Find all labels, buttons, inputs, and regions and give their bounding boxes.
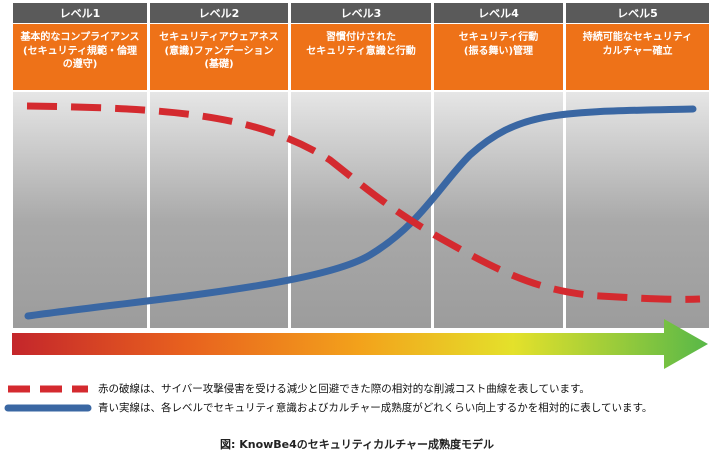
level-1-description: 基本的なコンプライアンス (セキュリティ規範・倫理 の遵守) bbox=[13, 24, 147, 90]
level-5-header: レベル5 bbox=[566, 3, 709, 23]
level-3-header: レベル3 bbox=[291, 3, 431, 23]
progress-arrow bbox=[12, 319, 708, 369]
level-3-description: 習慣付けされた セキュリティ意識と行動 bbox=[291, 24, 431, 90]
maturity-curve bbox=[24, 105, 697, 320]
cost-curve bbox=[26, 102, 701, 303]
level-2-header: レベル2 bbox=[150, 3, 288, 23]
level-1-column bbox=[13, 92, 147, 328]
level-5-column bbox=[566, 92, 709, 328]
level-2-description: セキュリティアウェアネス (意識)ファンデーション (基礎) bbox=[150, 24, 288, 90]
level-4-description: セキュリティ行動 (振る舞い)管理 bbox=[434, 24, 563, 90]
legend-blue-text: 青い実線は、各レベルでセキュリティ意識およびカルチャー成熟度がどれくらい向上する… bbox=[98, 402, 653, 414]
level-4-header: レベル4 bbox=[434, 3, 563, 23]
level-5-description: 持続可能なセキュリティ カルチャー確立 bbox=[566, 24, 709, 90]
figure-caption: 図: KnowBe4のセキュリティカルチャー成熟度モデル bbox=[219, 438, 495, 451]
level-1-header: レベル1 bbox=[13, 3, 147, 23]
level-3-column bbox=[291, 92, 431, 328]
legend-red-text: 赤の破線は、サイバー攻撃侵害を受ける減少と回避できた際の相対的な削減コスト曲線を… bbox=[98, 383, 590, 395]
